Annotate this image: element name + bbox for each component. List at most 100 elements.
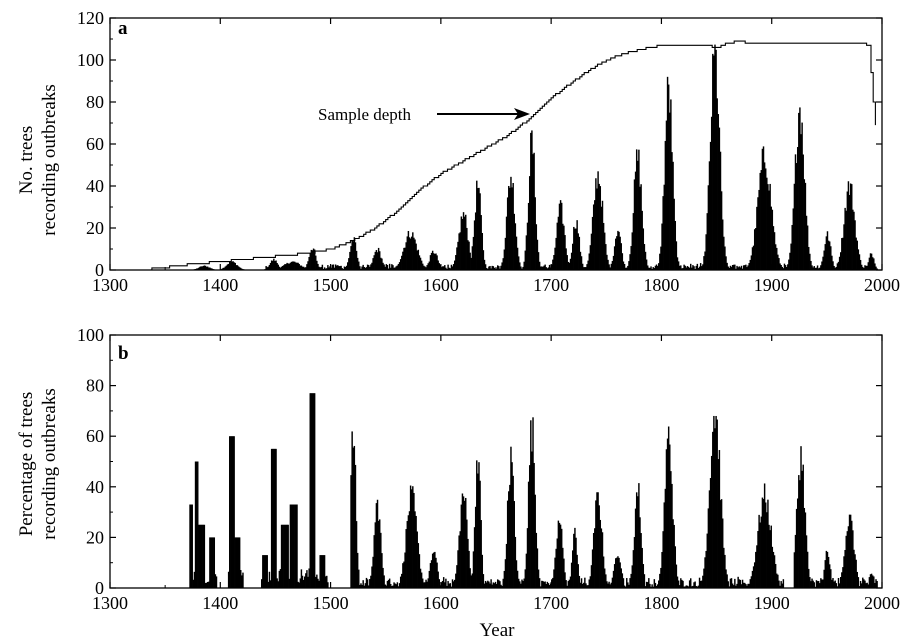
percentage-bar <box>280 524 283 588</box>
panel-a-xtick-label: 2000 <box>864 275 900 295</box>
outbreak-bar <box>588 253 590 270</box>
outbreak-bar <box>660 246 662 270</box>
percentage-bar <box>607 583 609 588</box>
outbreak-bar <box>236 265 239 270</box>
percentage-bar <box>606 581 608 588</box>
outbreak-bar <box>642 228 645 270</box>
percentage-bar <box>761 497 764 588</box>
percentage-bar <box>435 557 437 588</box>
outbreak-bar <box>669 112 671 270</box>
outbreak-bar <box>620 243 622 270</box>
percentage-bar <box>438 579 441 588</box>
outbreak-bar <box>466 227 468 270</box>
percentage-bar <box>517 578 520 588</box>
percentage-bar <box>483 583 486 588</box>
outbreak-bar <box>766 177 768 270</box>
outbreak-bar <box>395 266 397 270</box>
percentage-bar <box>653 579 656 588</box>
percentage-bar <box>417 543 420 588</box>
outbreak-bar <box>749 259 752 270</box>
percentage-bar <box>488 581 490 588</box>
outbreak-bar <box>417 249 420 270</box>
outbreak-bar <box>542 266 544 270</box>
outbreak-bar <box>687 266 690 270</box>
percentage-bar <box>265 555 267 588</box>
percentage-bar <box>213 537 216 588</box>
outbreak-bar <box>509 187 511 270</box>
outbreak-bar <box>871 257 874 270</box>
outbreak-bar <box>688 267 691 270</box>
outbreak-bar <box>424 266 426 270</box>
outbreak-bar <box>740 265 743 270</box>
outbreak-bar <box>477 188 479 270</box>
percentage-bar <box>675 564 678 588</box>
percentage-bar <box>739 579 742 588</box>
outbreak-bar <box>410 236 413 270</box>
outbreak-bar <box>474 212 477 270</box>
outbreak-bar <box>337 265 339 270</box>
percentage-bar <box>708 490 711 588</box>
percentage-bar <box>297 581 299 588</box>
percentage-bar <box>759 522 761 588</box>
percentage-bar <box>858 586 861 588</box>
percentage-bar <box>300 569 303 588</box>
percentage-bar <box>208 581 210 588</box>
sample-depth-line <box>143 40 876 271</box>
outbreak-bar <box>300 265 303 270</box>
percentage-bar <box>433 552 435 588</box>
outbreak-bar <box>533 152 535 270</box>
percentage-bar <box>238 537 241 588</box>
percentage-bar <box>697 585 700 588</box>
percentage-bar <box>516 570 519 588</box>
outbreak-bar <box>556 222 559 270</box>
outbreak-bar <box>481 232 484 270</box>
percentage-bar <box>646 582 649 588</box>
outbreak-bar <box>579 251 582 270</box>
outbreak-bar <box>371 262 373 270</box>
outbreak-bar <box>377 247 380 270</box>
outbreak-bar <box>547 267 550 270</box>
percentage-bar <box>479 480 481 588</box>
outbreak-bar <box>279 267 282 270</box>
percentage-bar <box>372 556 374 588</box>
percentage-bar <box>548 585 551 588</box>
outbreak-bar <box>646 265 649 270</box>
outbreak-bar <box>295 262 297 270</box>
outbreak-bar <box>366 264 369 270</box>
percentage-bar <box>757 531 759 588</box>
outbreak-bar <box>472 236 475 270</box>
percentage-bar <box>640 533 642 588</box>
outbreak-bar <box>820 265 822 270</box>
outbreak-bar <box>798 112 800 271</box>
percentage-bar <box>745 584 747 588</box>
outbreak-bar <box>235 265 238 270</box>
outbreak-bar <box>467 240 469 270</box>
outbreak-bar <box>425 267 427 270</box>
outbreak-bar <box>666 76 669 270</box>
outbreak-bar <box>612 255 615 270</box>
outbreak-bar <box>823 250 825 270</box>
percentage-bar <box>648 578 650 588</box>
outbreak-bar <box>468 241 470 270</box>
outbreak-bar <box>709 141 712 270</box>
outbreak-bar <box>517 256 520 270</box>
percentage-bar <box>579 582 582 588</box>
percentage-bar <box>477 473 479 588</box>
outbreak-bar <box>534 197 536 270</box>
percentage-bar <box>868 577 871 588</box>
outbreak-bar <box>388 263 391 270</box>
percentage-bar <box>649 583 651 588</box>
outbreak-bar <box>584 267 586 270</box>
outbreak-bar <box>233 262 235 270</box>
percentage-bar <box>692 585 694 588</box>
percentage-bar <box>849 514 852 588</box>
outbreak-bar <box>541 266 543 270</box>
outbreak-bar <box>801 122 803 270</box>
percentage-bar <box>842 567 844 588</box>
percentage-bar <box>781 583 783 588</box>
outbreak-bar <box>386 264 389 270</box>
percentage-bar <box>530 420 532 588</box>
percentage-bar <box>624 586 627 588</box>
outbreak-bar <box>351 240 353 270</box>
percentage-bar <box>611 577 614 588</box>
